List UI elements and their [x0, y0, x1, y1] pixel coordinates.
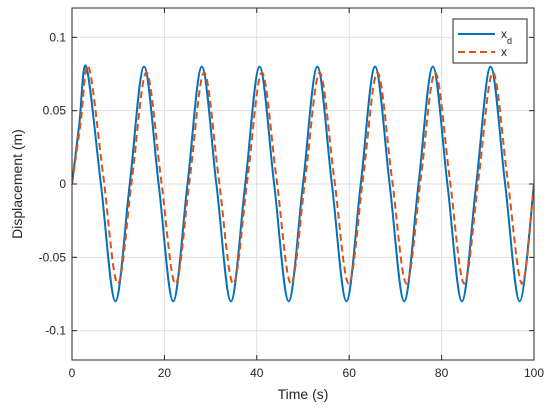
- x-tick-label: 20: [158, 366, 172, 380]
- legend: xd x: [452, 18, 528, 64]
- x-tick-label: 40: [250, 366, 264, 380]
- y-tick-label: 0.05: [43, 104, 67, 118]
- legend-label-xd-sub: d: [507, 36, 512, 46]
- legend-label-xd-main: x: [501, 27, 507, 41]
- y-tick-label: -0.1: [45, 324, 66, 338]
- y-tick-label: -0.05: [39, 250, 67, 264]
- x-tick-label: 0: [69, 366, 76, 380]
- x-tick-label: 80: [435, 366, 449, 380]
- y-tick-label: 0: [59, 177, 66, 191]
- legend-label-xd: xd: [501, 27, 512, 46]
- ticks: 0 20 40 60 80 100 -0.1 -0.05 0 0.05 0.1: [39, 8, 544, 380]
- y-axis-title: Displacement (m): [9, 129, 25, 239]
- series-line-xd: [72, 64, 534, 303]
- series-line-x: [72, 64, 534, 285]
- y-tick-label: 0.1: [49, 30, 66, 44]
- grid: [72, 8, 534, 360]
- legend-box: [452, 18, 528, 64]
- series-layer: [72, 64, 534, 303]
- x-axis-title: Time (s): [278, 386, 329, 402]
- x-tick-label: 60: [343, 366, 357, 380]
- legend-label-x: x: [501, 45, 507, 59]
- x-tick-label: 100: [524, 366, 544, 380]
